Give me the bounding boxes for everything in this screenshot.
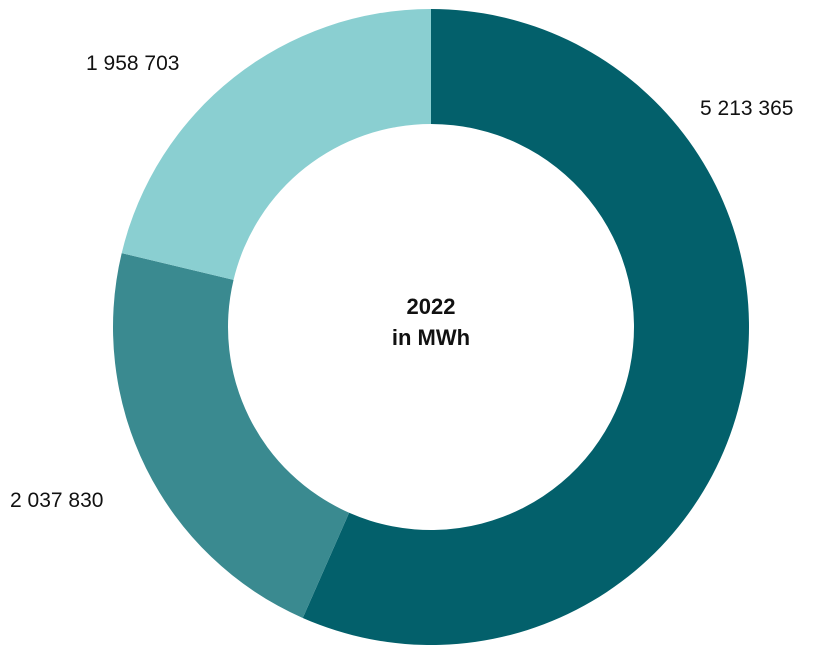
slice-label-2: 2 037 830: [10, 489, 103, 512]
center-label-unit: in MWh: [392, 325, 470, 350]
slice-label-1: 5 213 365: [700, 97, 793, 120]
donut-slice-1: [302, 9, 749, 646]
slice-labels: 5 213 365 2 037 830 1 958 703: [10, 52, 793, 512]
slice-label-3: 1 958 703: [86, 52, 179, 75]
donut-slice-3: [121, 9, 431, 280]
donut-slice-2: [113, 253, 350, 618]
center-label-year: 2022: [407, 294, 456, 319]
donut-slices: [113, 9, 749, 646]
